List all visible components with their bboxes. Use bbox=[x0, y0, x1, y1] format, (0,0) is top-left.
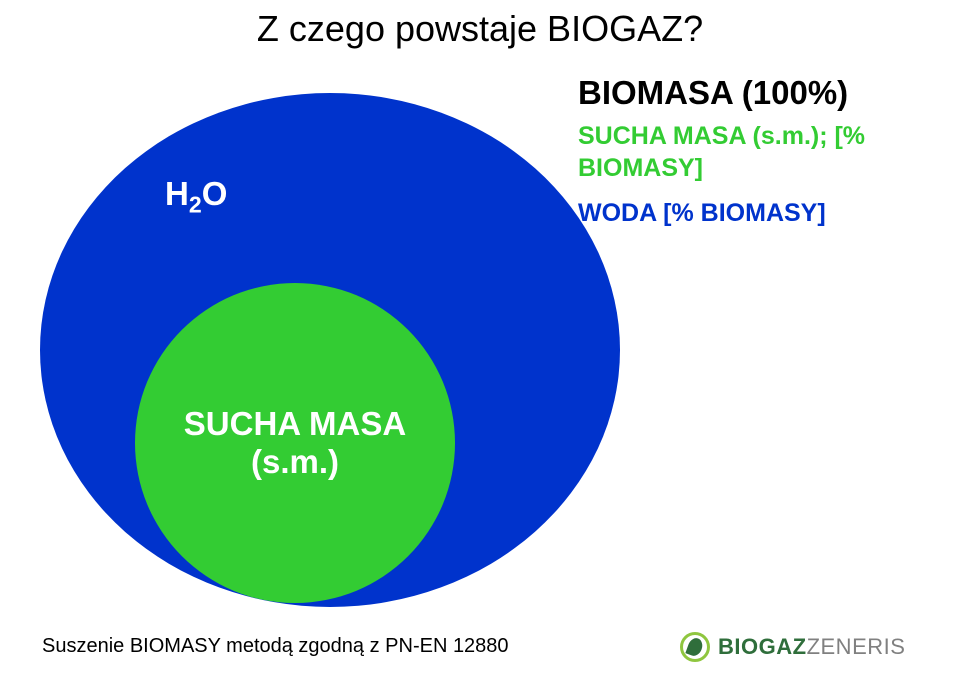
logo-text-part1: BIOGAZ bbox=[718, 634, 807, 659]
h2o-label: H2O bbox=[165, 175, 227, 219]
legend-item-biomasa: BIOMASA (100%) bbox=[578, 72, 938, 113]
logo-text-part2: ZENERIS bbox=[807, 634, 906, 659]
inner-label-line1: SUCHA MASA bbox=[184, 405, 406, 442]
legend: BIOMASA (100%) SUCHA MASA (s.m.); [% BIO… bbox=[578, 72, 938, 229]
logo-biogazzeneris: BIOGAZZENERIS bbox=[680, 632, 905, 662]
inner-label-line2: (s.m.) bbox=[251, 443, 339, 480]
footnote: Suszenie BIOMASY metodą zgodną z PN-EN 1… bbox=[42, 635, 509, 658]
inner-circle-sucha-masa: SUCHA MASA (s.m.) bbox=[135, 283, 455, 603]
legend-item-sucha-masa: SUCHA MASA (s.m.); [% BIOMASY] bbox=[578, 121, 938, 184]
logo-text: BIOGAZZENERIS bbox=[718, 634, 905, 660]
logo-icon bbox=[680, 632, 710, 662]
legend-item-woda: WODA [% BIOMASY] bbox=[578, 198, 938, 229]
page-title: Z czego powstaje BIOGAZ? bbox=[0, 8, 960, 50]
inner-circle-label: SUCHA MASA (s.m.) bbox=[184, 405, 406, 481]
